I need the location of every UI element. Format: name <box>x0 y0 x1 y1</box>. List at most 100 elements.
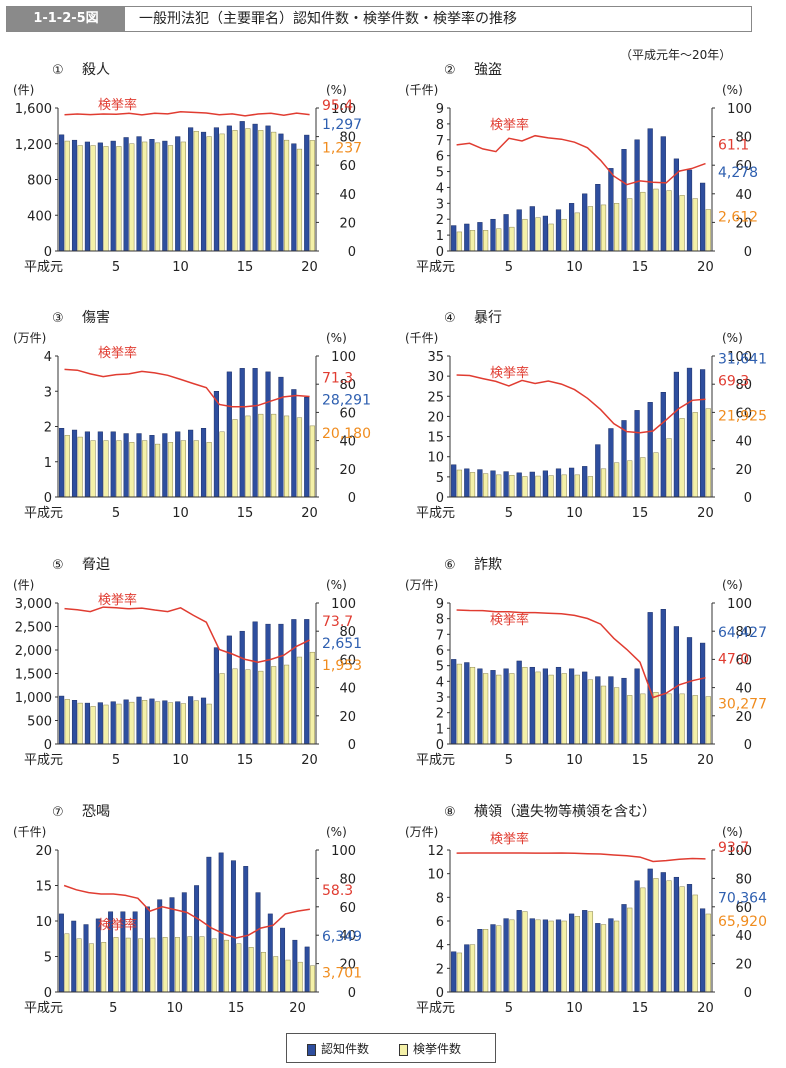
chart-1-bar-cleared <box>296 148 303 252</box>
chart-7-annotation-rate: 58.3 <box>322 883 353 899</box>
chart-7-bar-cleared <box>211 938 217 993</box>
chart-5-bar-cleared <box>90 706 96 745</box>
chart-7-bar-recognized <box>292 939 298 993</box>
chart-3-bar-recognized <box>123 433 129 498</box>
chart-6-left-unit: (万件) <box>405 578 438 592</box>
chart-5-right-unit: (%) <box>326 578 347 592</box>
chart-7-bar-cleared <box>297 961 303 993</box>
chart-6-bar-recognized <box>529 666 535 745</box>
legend-recognized: 認知件数 <box>307 1041 369 1057</box>
chart-5-bar-cleared <box>103 704 109 745</box>
chart-4-right-tick: 40 <box>735 435 752 450</box>
chart-4-right-unit: (%) <box>722 331 743 345</box>
chart-8-bar-cleared <box>522 911 528 993</box>
chart-5-bar-cleared <box>193 700 199 745</box>
chart-4-right-tick: 60 <box>735 406 752 421</box>
chart-8-bar-recognized <box>608 918 614 993</box>
chart-5-left-tick: 0 <box>44 738 52 753</box>
chart-8-annotation-recognized: 70,364 <box>718 891 767 907</box>
chart-2-bar-cleared <box>548 223 554 252</box>
chart-6-bar-cleared <box>456 663 463 745</box>
chart-7-title: 恐喝 <box>82 804 110 820</box>
chart-7-x-tick: 20 <box>289 1001 306 1016</box>
chart-7-bar-cleared <box>199 936 205 993</box>
chart-3-bar-cleared <box>193 440 199 498</box>
chart-4-bar-recognized <box>555 468 562 498</box>
chart-2-bar-cleared <box>483 230 489 252</box>
chart-6-bar-cleared <box>574 674 580 745</box>
chart-4-left-tick: 5 <box>436 471 444 486</box>
chart-3-right-tick: 100 <box>331 350 356 365</box>
chart-1-bar-recognized <box>97 142 103 252</box>
chart-5-left-tick: 1,000 <box>15 691 52 706</box>
chart-3-annotation-cleared: 20,180 <box>322 426 371 442</box>
chart-1-bar-recognized <box>252 123 258 252</box>
chart-8-bar-recognized <box>542 919 548 993</box>
chart-8-right-tick: 0 <box>744 986 752 1001</box>
chart-7-annotation-cleared: 3,701 <box>322 966 362 982</box>
chart-7-bar-recognized <box>144 906 150 993</box>
chart-2-bar-recognized <box>451 225 457 252</box>
chart-6-right-tick: 0 <box>744 738 752 753</box>
chart-1-bar-cleared <box>271 131 277 252</box>
chart-1-left-tick: 400 <box>27 209 52 224</box>
chart-5-x-tick: 平成元 <box>24 753 63 768</box>
chart-6-left-tick: 8 <box>436 613 444 628</box>
chart-4-bar-cleared <box>469 472 476 498</box>
chart-2-bar-recognized <box>477 222 483 252</box>
chart-1-left-tick: 1,600 <box>15 102 52 117</box>
chart-1-left-tick: 800 <box>27 174 52 189</box>
chart-6-right-tick: 80 <box>735 625 752 640</box>
chart-8-right-tick: 100 <box>727 844 752 859</box>
chart-3-bar-recognized <box>136 433 142 498</box>
chart-5-left-tick: 500 <box>27 715 52 730</box>
chart-2-bar-cleared <box>653 188 659 252</box>
chart-1-title: 殺人 <box>82 62 110 78</box>
chart-8-bar-recognized <box>529 918 535 993</box>
chart-8-bar-cleared <box>496 925 502 993</box>
chart-8-bar-recognized <box>699 908 706 993</box>
chart-7-right-tick: 0 <box>348 986 356 1001</box>
chart-4-rate-line <box>456 374 706 434</box>
chart-2-bar-cleared <box>469 230 476 252</box>
chart-1-x-tick: 5 <box>112 260 120 275</box>
figure-header: 1-1-2-5図 一般刑法犯（主要罪名）認知件数・検挙件数・検挙率の推移 <box>6 6 752 32</box>
chart-1-annotation-rate: 95.4 <box>322 98 353 114</box>
chart-3-bar-recognized <box>162 433 168 498</box>
chart-6-bar-recognized <box>516 660 522 745</box>
chart-6-bar-cleared <box>627 695 633 745</box>
chart-5-bar-cleared <box>271 666 277 745</box>
chart-6-left-tick: 6 <box>436 644 444 659</box>
chart-7-bar-recognized <box>194 885 200 993</box>
chart-8-title: 横領（遺失物等横領を含む） <box>474 803 656 820</box>
chart-2-right-tick: 40 <box>735 188 752 203</box>
chart-5-bar-recognized <box>162 700 168 745</box>
chart-6-x-tick: 5 <box>505 753 513 768</box>
chart-1-bar-cleared <box>90 145 96 252</box>
chart-6-x-tick: 15 <box>632 753 649 768</box>
chart-7-right-tick: 40 <box>339 929 356 944</box>
chart-5-bar-cleared <box>77 702 83 745</box>
chart-8-left-tick: 4 <box>436 939 444 954</box>
chart-5-bar-cleared <box>142 700 148 745</box>
chart-1-bar-cleared <box>309 140 315 252</box>
chart-6-bar-cleared <box>483 673 489 745</box>
chart-7-bar-recognized <box>83 924 89 993</box>
chart-8-bar-cleared <box>587 911 594 993</box>
figure-label: 1-1-2-5図 <box>7 7 125 31</box>
chart-8-bar-cleared <box>574 916 580 993</box>
chart-5-bar-cleared <box>129 701 135 745</box>
chart-2-annotation-rate: 61.1 <box>718 138 749 154</box>
chart-1-number: ① <box>52 63 64 78</box>
chart-7-right-unit: (%) <box>326 825 347 839</box>
chart-5-annotation-cleared: 1,953 <box>322 658 362 674</box>
chart-3-left-tick: 4 <box>44 350 52 365</box>
chart-8-x-tick: 平成元 <box>416 1001 455 1016</box>
legend-recognized-swatch <box>307 1043 316 1056</box>
chart-4-bar-cleared <box>614 462 620 498</box>
chart-2-x-tick: 5 <box>505 260 513 275</box>
chart-3-bar-recognized <box>110 431 116 498</box>
chart-2-left-tick: 5 <box>436 166 444 181</box>
chart-7-right-tick: 100 <box>331 844 356 859</box>
chart-3-bar-recognized <box>291 389 297 498</box>
